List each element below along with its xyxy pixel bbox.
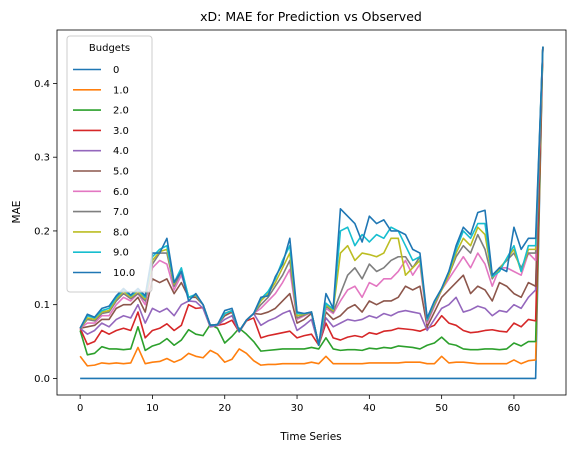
legend-label-7: 7.0 xyxy=(113,207,129,218)
series-layer xyxy=(79,46,544,380)
series-line-2 xyxy=(79,46,544,356)
y-tick-label-3: 0.3 xyxy=(34,153,50,164)
legend-label-3: 3.0 xyxy=(113,126,129,137)
x-axis: 0 10 20 30 40 50 60 xyxy=(77,395,520,414)
y-tick-label-1: 0.1 xyxy=(34,300,50,311)
y-axis-label: MAE xyxy=(11,201,23,224)
legend-label-9: 9.0 xyxy=(113,248,129,259)
series-line-3 xyxy=(79,46,544,347)
legend-box xyxy=(66,35,153,293)
legend-label-2: 2.0 xyxy=(113,106,129,117)
legend-label-4: 4.0 xyxy=(113,146,129,157)
legend-label-8: 8.0 xyxy=(113,227,129,238)
series-line-0 xyxy=(80,46,544,380)
x-tick-label-3: 30 xyxy=(291,403,304,414)
x-tick-label-1: 10 xyxy=(146,403,159,414)
legend-title: Budgets xyxy=(89,43,130,54)
x-tick-label-0: 0 xyxy=(77,403,83,414)
legend-label-0: 0 xyxy=(113,65,119,76)
x-tick-label-2: 20 xyxy=(218,403,231,414)
legend: Budgets 0 1.0 2.0 3.0 4.0 5.0 6.0 7.0 8.0 9.0 10.0 xyxy=(66,35,153,293)
y-tick-label-2: 0.2 xyxy=(34,226,50,237)
series-line-1 xyxy=(79,46,544,367)
legend-label-6: 6.0 xyxy=(113,187,129,198)
legend-label-10: 10.0 xyxy=(113,268,135,279)
x-tick-label-6: 60 xyxy=(508,403,521,414)
axes-frame xyxy=(56,29,567,396)
x-tick-label-4: 40 xyxy=(363,403,376,414)
y-tick-label-4: 0.4 xyxy=(34,79,50,90)
x-tick-label-5: 50 xyxy=(435,403,448,414)
chart-title: xD: MAE for Prediction vs Observed xyxy=(200,9,422,24)
x-axis-label: Time Series xyxy=(279,431,341,443)
legend-label-1: 1.0 xyxy=(113,85,129,96)
y-tick-label-0: 0.0 xyxy=(34,374,50,385)
series-line-10 xyxy=(79,46,544,347)
legend-label-5: 5.0 xyxy=(113,167,129,178)
y-axis: 0.0 0.1 0.2 0.3 0.4 xyxy=(34,79,57,385)
series-line-4 xyxy=(79,46,544,347)
legend-items: 0 1.0 2.0 3.0 4.0 5.0 6.0 7.0 8.0 9.0 10.0 xyxy=(73,65,135,279)
